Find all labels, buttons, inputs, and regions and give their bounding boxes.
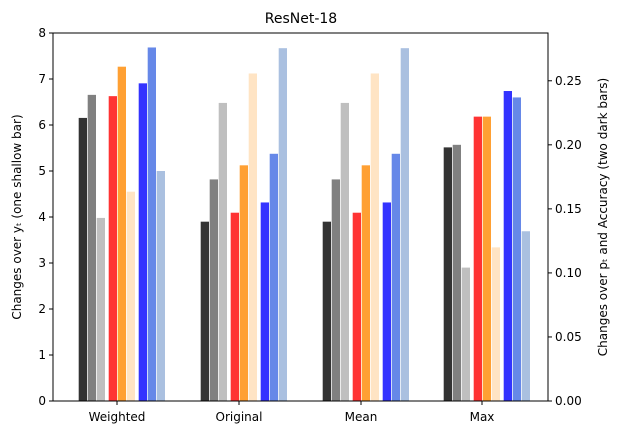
right-axis-ticks: 0.00 0.05 0.10 0.15 0.20 0.25 [548, 74, 582, 408]
bar-original-2 [209, 179, 218, 401]
bar-weighted-9 [156, 171, 165, 401]
bar-max-7 [503, 91, 512, 402]
bar-mean-2 [331, 179, 340, 401]
left-axis-ticks: 0 1 2 3 4 5 6 7 8 [38, 26, 53, 408]
y-axis-label-right: Changes over pₜ and Accuracy (two dark b… [596, 78, 610, 356]
left-tick-label: 2 [38, 302, 46, 316]
bar-original-5 [239, 165, 248, 401]
bar-weighted-6 [126, 191, 135, 401]
right-tick-label: 0.25 [555, 74, 582, 88]
bar-mean-4 [352, 212, 361, 401]
bar-weighted-5 [117, 66, 126, 401]
bar-mean-8 [391, 153, 400, 401]
x-tick-label: Mean [345, 410, 378, 424]
chart-title: ResNet-18 [265, 11, 337, 27]
y-axis-label-left: Changes over yₜ (one shallow bar) [10, 114, 24, 319]
bar-mean-7 [382, 202, 391, 401]
bar-weighted-3 [96, 217, 105, 401]
bar-max-1 [443, 147, 452, 401]
bar-max-6 [491, 247, 500, 401]
left-tick-label: 5 [38, 164, 46, 178]
bar-weighted-1 [78, 117, 87, 402]
bar-max-3 [461, 267, 470, 401]
bar-max-5 [482, 116, 491, 401]
left-tick-label: 7 [38, 72, 46, 86]
right-tick-label: 0.00 [555, 394, 582, 408]
right-tick-label: 0.10 [555, 266, 582, 280]
x-tick-label: Weighted [89, 410, 146, 424]
x-axis-ticks: Weighted Original Mean Max [89, 401, 495, 424]
left-tick-label: 3 [38, 256, 46, 270]
bar-weighted-4 [108, 96, 117, 402]
left-tick-label: 6 [38, 118, 46, 132]
bar-original-9 [278, 48, 287, 402]
left-tick-label: 0 [38, 394, 46, 408]
left-tick-label: 1 [38, 348, 46, 362]
bar-mean-3 [340, 102, 349, 402]
bar-original-4 [230, 212, 239, 401]
bar-weighted-7 [138, 83, 147, 401]
bar-weighted-8 [147, 47, 156, 401]
x-tick-label: Original [216, 410, 263, 424]
x-tick-label: Max [470, 410, 495, 424]
bar-mean-6 [370, 73, 379, 401]
bar-max-9 [521, 231, 530, 401]
bar-max-8 [512, 97, 521, 402]
plot-frame [52, 32, 549, 402]
bar-max-4 [473, 116, 482, 401]
left-tick-label: 8 [38, 26, 46, 40]
bar-mean-9 [400, 48, 409, 402]
bar-original-3 [218, 102, 227, 402]
bar-original-8 [269, 153, 278, 401]
bar-mean-1 [322, 221, 331, 401]
right-tick-label: 0.20 [555, 138, 582, 152]
right-tick-label: 0.05 [555, 330, 582, 344]
right-tick-label: 0.15 [555, 202, 582, 216]
bar-original-1 [200, 221, 209, 401]
bar-weighted-2 [87, 94, 96, 402]
bars [78, 47, 530, 402]
bar-original-6 [248, 73, 257, 401]
bar-max-2 [452, 144, 461, 401]
bar-mean-5 [361, 165, 370, 401]
left-tick-label: 4 [38, 210, 46, 224]
bar-original-7 [260, 202, 269, 401]
